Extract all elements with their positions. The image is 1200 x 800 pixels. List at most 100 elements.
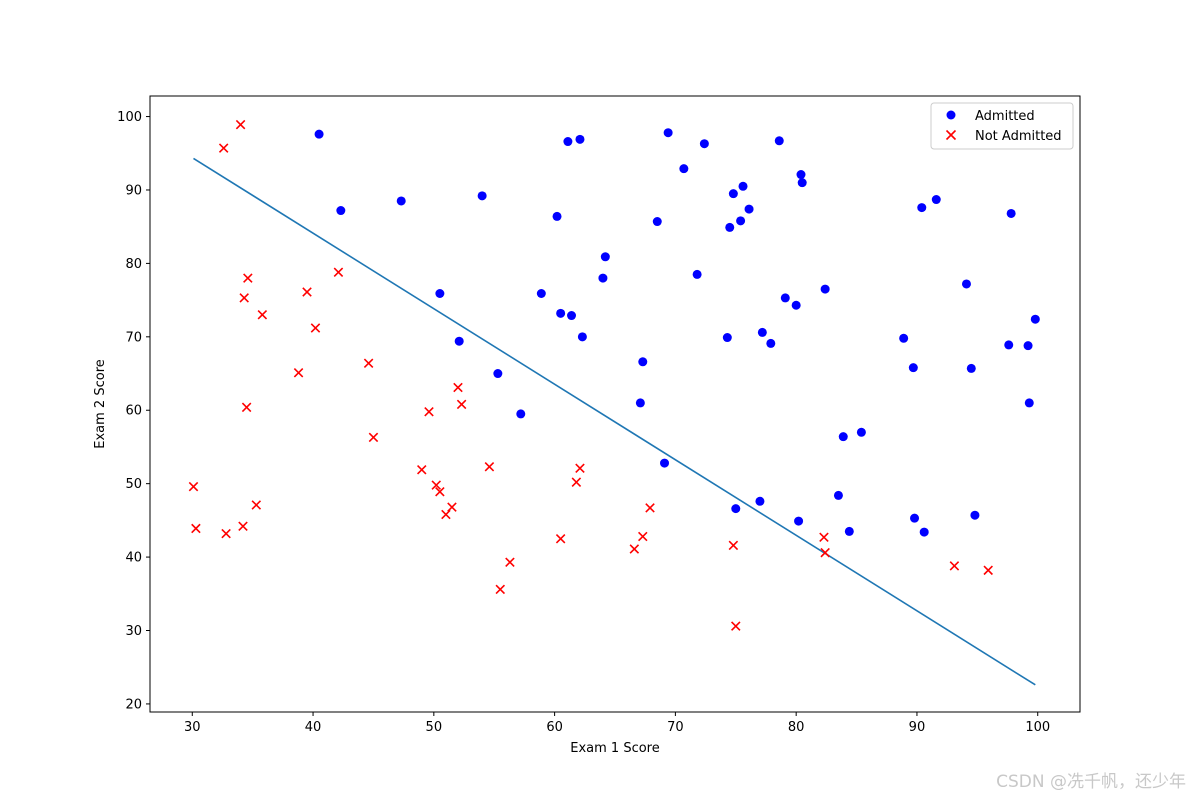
- y-tick-label: 40: [125, 551, 142, 566]
- legend-not-admitted-label: Not Admitted: [975, 129, 1062, 144]
- admitted-point: [663, 128, 673, 138]
- not-admitted-point: [243, 273, 253, 283]
- admitted-point: [577, 332, 587, 342]
- y-tick-label: 80: [125, 257, 142, 272]
- legend-admitted-marker: [946, 110, 956, 120]
- admitted-point: [493, 369, 503, 379]
- not-admitted-point: [453, 382, 463, 393]
- not-admitted-point: [310, 323, 321, 333]
- admitted-point: [917, 203, 927, 213]
- admitted-point: [899, 333, 909, 343]
- not-admitted-point: [368, 432, 379, 443]
- admitted-point: [563, 137, 573, 147]
- admitted-point: [1006, 208, 1016, 218]
- admitted-point: [516, 409, 526, 419]
- admitted-point: [477, 191, 487, 201]
- admitted-point: [755, 496, 765, 506]
- admitted-point: [575, 134, 585, 144]
- admitted-point: [314, 129, 324, 139]
- x-axis-label: Exam 1 Score: [570, 741, 659, 756]
- admitted-point: [435, 289, 445, 299]
- not-admitted-point: [431, 480, 442, 490]
- y-tick-label: 100: [117, 110, 142, 125]
- not-admitted-point: [221, 528, 231, 539]
- admitted-point: [838, 432, 848, 442]
- decision-boundary-layer: [193, 157, 1036, 686]
- admitted-point: [1004, 340, 1014, 350]
- admitted-point: [652, 217, 662, 227]
- admitted-point: [774, 136, 784, 146]
- x-tick-label: 40: [305, 720, 322, 735]
- not-admitted-point: [571, 477, 582, 487]
- plot-frame: [149, 95, 1081, 713]
- not-admitted-point: [416, 464, 427, 475]
- admitted-point: [744, 204, 754, 214]
- not-admitted-point: [251, 500, 262, 510]
- not-admitted-point: [820, 547, 830, 558]
- admitted-point: [757, 327, 767, 337]
- admitted-point: [600, 252, 610, 262]
- x-tick-label: 60: [546, 720, 563, 735]
- not-admitted-point: [456, 399, 467, 410]
- not-admitted-point: [505, 557, 515, 567]
- admitted-point: [692, 269, 702, 279]
- y-axis-ticks: 20 30 40 50 60 70 80 90 100: [117, 110, 150, 712]
- admitted-point: [966, 363, 976, 373]
- x-tick-label: 30: [184, 720, 201, 735]
- admitted-point: [731, 504, 741, 514]
- admitted-point: [725, 222, 735, 232]
- not-admitted-point: [819, 532, 829, 543]
- x-tick-label: 80: [788, 720, 805, 735]
- not-admitted-point: [495, 584, 506, 595]
- admitted-point: [556, 308, 566, 318]
- admitted-point: [1023, 341, 1033, 351]
- not-admitted-point: [645, 503, 655, 513]
- admitted-point: [919, 527, 929, 537]
- not-admitted-point: [333, 267, 344, 277]
- not-admitted-point: [441, 509, 451, 520]
- admitted-point: [679, 164, 689, 174]
- not-admitted-point: [239, 293, 249, 303]
- admitted-point: [660, 458, 670, 468]
- admitted-point: [738, 181, 748, 191]
- not-admitted-point: [363, 358, 374, 369]
- admitted-point: [820, 284, 830, 294]
- plot-area: [150, 96, 1080, 712]
- admitted-point: [536, 289, 546, 299]
- y-tick-label: 60: [125, 404, 142, 419]
- admitted-point: [931, 195, 941, 205]
- not-admitted-point: [555, 533, 566, 544]
- x-tick-label: 90: [909, 720, 926, 735]
- not-admitted-point: [302, 287, 312, 297]
- admitted-point: [961, 279, 971, 289]
- not-admitted-point: [983, 565, 993, 576]
- admitted-point: [1024, 398, 1034, 408]
- not-admitted-point: [188, 481, 199, 492]
- admitted-point: [910, 513, 920, 523]
- y-tick-label: 90: [125, 183, 142, 198]
- admitted-point: [797, 178, 807, 188]
- admitted-point: [736, 216, 746, 226]
- y-tick-label: 20: [125, 697, 142, 712]
- y-tick-label: 30: [125, 624, 142, 639]
- not-admitted-point: [241, 402, 252, 413]
- admitted-point: [567, 311, 577, 321]
- admitted-point: [454, 336, 464, 346]
- admitted-point: [728, 189, 738, 199]
- y-axis-label: Exam 2 Score: [93, 359, 108, 448]
- y-tick-label: 70: [125, 330, 142, 345]
- admitted-point: [638, 357, 648, 367]
- not-admitted-point: [949, 561, 960, 571]
- not-admitted-point: [235, 119, 246, 130]
- not-admitted-point: [218, 143, 229, 153]
- x-tick-label: 70: [667, 720, 684, 735]
- not-admitted-point: [638, 531, 648, 542]
- admitted-point: [908, 363, 918, 373]
- watermark-text: CSDN @冼千帆，还少年: [996, 772, 1186, 792]
- admitted-point: [780, 293, 790, 303]
- admitted-point: [766, 338, 776, 348]
- not-admitted-point: [293, 368, 304, 378]
- data-points-layer: [188, 119, 1040, 631]
- not-admitted-point: [728, 540, 739, 551]
